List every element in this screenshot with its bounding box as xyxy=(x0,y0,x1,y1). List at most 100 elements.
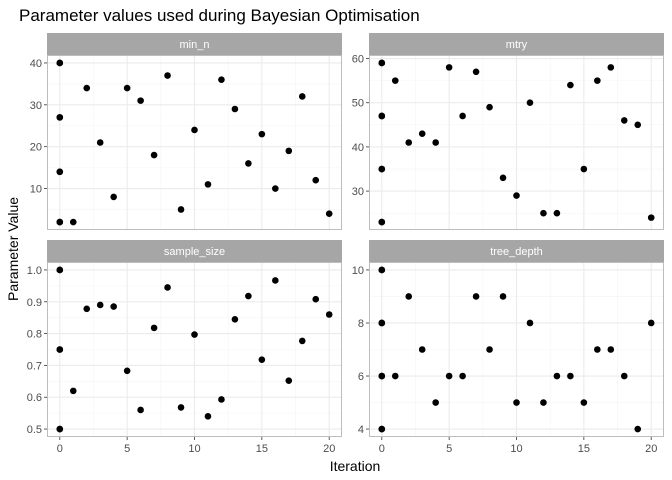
data-point xyxy=(164,72,171,79)
data-point xyxy=(445,64,453,71)
x-axis-title: Iteration xyxy=(330,458,381,474)
data-point xyxy=(540,399,547,406)
x-tick-label: 5 xyxy=(124,443,130,455)
x-tick-label: 0 xyxy=(57,443,63,455)
data-point xyxy=(553,372,561,380)
data-point xyxy=(191,126,198,134)
y-tick-label: 10 xyxy=(30,184,42,196)
data-point xyxy=(204,413,212,420)
data-point xyxy=(432,399,439,406)
data-point xyxy=(298,337,306,345)
y-tick-label: 0.8 xyxy=(27,329,42,341)
data-point xyxy=(96,301,104,309)
data-point xyxy=(231,315,239,323)
data-point xyxy=(56,346,64,353)
x-tick-label: 0 xyxy=(379,443,385,455)
data-point xyxy=(499,174,507,182)
data-point xyxy=(218,396,225,403)
data-point xyxy=(513,399,520,406)
data-point xyxy=(472,68,480,76)
data-point xyxy=(634,425,642,433)
data-point xyxy=(459,372,466,380)
x-tick-label: 10 xyxy=(188,443,200,455)
data-point xyxy=(325,311,333,318)
data-point xyxy=(56,59,64,67)
strip-background xyxy=(47,33,342,55)
y-tick-label: 8 xyxy=(358,318,364,330)
strip-label: mtry xyxy=(506,39,528,51)
data-point xyxy=(607,64,615,71)
y-axis-title: Parameter Value xyxy=(5,197,21,301)
facet-panel-mtry: mtry 30 40 50 60 xyxy=(352,33,664,230)
data-point xyxy=(378,319,386,327)
facet-panel-sample-size: sample_size 0.5 0.6 0.7 0.8 0.9 1.0 0 5 10 15 20 xyxy=(27,240,342,455)
y-tick-label: 6 xyxy=(358,371,364,383)
data-point xyxy=(245,160,252,167)
data-point xyxy=(285,147,293,155)
x-tick-label: 20 xyxy=(645,443,657,455)
data-point xyxy=(459,112,466,120)
strip-background xyxy=(369,240,664,262)
x-tick-label: 15 xyxy=(578,443,590,455)
data-point xyxy=(418,346,426,353)
y-tick-label: 4 xyxy=(358,424,364,436)
panel-border xyxy=(47,262,342,437)
x-tick-label: 5 xyxy=(446,443,452,455)
data-point xyxy=(378,165,386,173)
data-point xyxy=(647,214,655,221)
data-point xyxy=(553,209,561,217)
y-tick-label: 1.0 xyxy=(27,265,42,277)
data-point xyxy=(391,77,399,84)
data-point xyxy=(56,266,64,274)
data-point xyxy=(378,372,386,380)
data-point xyxy=(245,292,252,300)
data-point xyxy=(56,218,64,226)
facet-panel-min-n: min_n 10 20 30 40 xyxy=(30,33,342,230)
data-point xyxy=(378,266,386,274)
data-point xyxy=(150,151,158,159)
data-point xyxy=(567,372,574,380)
data-point xyxy=(83,305,91,313)
data-point xyxy=(285,377,293,384)
strip-label: sample_size xyxy=(164,246,225,258)
data-point xyxy=(445,372,453,380)
y-tick-label: 40 xyxy=(352,142,364,154)
data-point xyxy=(405,139,413,146)
data-point xyxy=(594,346,601,353)
data-point xyxy=(231,105,239,113)
strip-label: tree_depth xyxy=(490,246,543,258)
facet-panels: min_n10203040mtry30405060sample_size0.50… xyxy=(27,33,664,455)
data-point xyxy=(69,218,77,226)
data-point xyxy=(83,84,91,92)
data-point xyxy=(272,185,279,192)
data-point xyxy=(647,319,655,327)
data-point xyxy=(56,114,64,121)
data-point xyxy=(634,121,642,129)
data-point xyxy=(540,209,547,217)
y-tick-label: 50 xyxy=(352,98,364,110)
y-tick-label: 0.7 xyxy=(27,360,42,372)
data-point xyxy=(620,372,628,380)
data-point xyxy=(312,295,320,303)
panel-border xyxy=(47,55,342,230)
data-point xyxy=(123,367,131,375)
data-point xyxy=(177,206,185,213)
data-point xyxy=(110,193,117,201)
data-point xyxy=(150,324,158,332)
data-point xyxy=(486,346,493,353)
data-point xyxy=(378,59,386,67)
data-point xyxy=(191,331,198,338)
data-point xyxy=(258,130,266,138)
panel-border xyxy=(369,262,664,437)
data-point xyxy=(620,117,628,124)
y-tick-label: 30 xyxy=(352,186,364,198)
data-point xyxy=(298,93,306,100)
data-point xyxy=(580,165,588,173)
strip-label: min_n xyxy=(180,39,210,51)
data-point xyxy=(567,81,574,89)
data-point xyxy=(69,387,77,395)
data-point xyxy=(137,406,144,414)
strip-background xyxy=(47,240,342,262)
data-point xyxy=(580,399,588,406)
